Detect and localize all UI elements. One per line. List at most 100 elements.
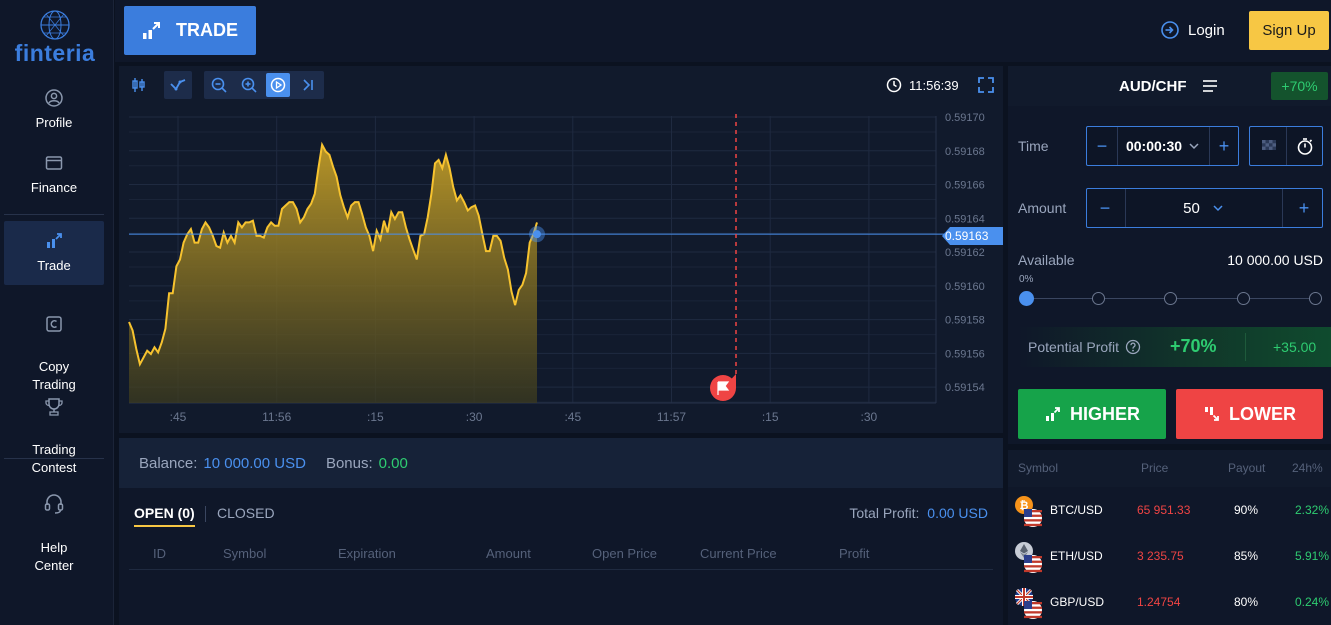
price-tick-label: 0.59160	[945, 281, 985, 293]
market-payout: 90%	[1234, 503, 1259, 517]
amount-decrease-button[interactable]: −	[1099, 197, 1111, 218]
gbp-usd-flags-icon	[1015, 588, 1042, 619]
market-row-eth-usd[interactable]: ETH/USD 3 235.75 85% 5.91%	[1008, 534, 1331, 580]
price-tick-label: 0.59168	[945, 146, 985, 158]
time-increase-button[interactable]: +	[1218, 135, 1230, 156]
column-header-open-price[interactable]: Open Price	[592, 546, 658, 561]
market-symbol: ETH/USD	[1050, 549, 1103, 563]
market-row-gbp-usd[interactable]: GBP/USD 1.24754 80% 0.24%	[1008, 580, 1331, 625]
timer-mode-button[interactable]	[1288, 127, 1322, 165]
time-decrease-button[interactable]: −	[1096, 135, 1108, 156]
fullscreen-button[interactable]	[977, 76, 995, 99]
stepper-divider	[1209, 127, 1210, 165]
wallet-icon	[45, 156, 63, 170]
balance-bar: Balance: 10 000.00 USD Bonus: 0.00	[119, 438, 1003, 488]
market-change: 0.24%	[1294, 595, 1329, 609]
login-button[interactable]: Login	[1160, 20, 1225, 40]
sidebar-item-label: Profile	[35, 115, 73, 130]
candlestick-chart-button[interactable]	[125, 71, 153, 99]
sidebar: finteria Profile Finance Trade Copy	[0, 0, 114, 625]
zoom-in-button[interactable]	[235, 71, 263, 99]
potential-profit-percent: +70%	[1170, 336, 1217, 356]
higher-button[interactable]: HIGHER	[1018, 389, 1166, 439]
slider-step[interactable]	[1309, 292, 1322, 305]
trade-button[interactable]: TRADE	[124, 6, 256, 55]
column-header-symbol[interactable]: Symbol	[223, 546, 267, 561]
sidebar-divider	[4, 214, 104, 215]
total-profit: Total Profit: 0.00 USD	[849, 505, 988, 521]
help-icon[interactable]	[1125, 339, 1141, 355]
tab-closed[interactable]: CLOSED	[217, 505, 275, 521]
time-value-field[interactable]: 00:00:30	[1117, 127, 1209, 165]
column-header-profit[interactable]: Profit	[839, 546, 870, 561]
autoscroll-button[interactable]	[266, 73, 290, 97]
zoom-out-button[interactable]	[205, 71, 233, 99]
checkered-flag-icon	[1262, 140, 1276, 150]
markets-header-change[interactable]: 24h%	[1292, 461, 1323, 475]
tab-open[interactable]: OPEN (0)	[134, 505, 195, 527]
current-price-label: 0.59163	[945, 229, 989, 243]
price-tick-label: 0.59164	[945, 213, 985, 225]
stepper-divider	[1117, 127, 1118, 165]
slider-step[interactable]	[1092, 292, 1105, 305]
zoom-out-icon	[211, 77, 227, 93]
sidebar-item-label: Trading Contest	[31, 442, 77, 475]
time-tick-label: 11:57	[657, 410, 686, 424]
price-line	[128, 141, 538, 367]
price-chart[interactable]: 0.59170 0.59168 0.59166 0.59164 0.59162 0.591…	[119, 106, 1003, 433]
time-tick-label: :45	[170, 410, 187, 424]
market-symbol: BTC/USD	[1050, 503, 1103, 517]
logo[interactable]: finteria	[0, 8, 110, 67]
markets-header-price[interactable]: Price	[1141, 461, 1169, 475]
sidebar-item-help-center[interactable]: Help Center	[4, 475, 104, 575]
markets-header: Symbol Price Payout 24h%	[1008, 450, 1331, 487]
markets-header-payout[interactable]: Payout	[1228, 461, 1266, 475]
expiration-flag	[710, 374, 736, 401]
slider-step[interactable]	[1237, 292, 1250, 305]
menu-icon[interactable]	[1202, 79, 1218, 93]
payout-badge: +70%	[1271, 72, 1328, 100]
markets-header-symbol[interactable]: Symbol	[1018, 461, 1059, 475]
line-chart-button[interactable]	[164, 71, 192, 99]
total-profit-label: Total Profit:	[849, 505, 920, 521]
lower-button[interactable]: LOWER	[1176, 389, 1323, 439]
sidebar-item-copy-trading[interactable]: Copy Trading	[4, 296, 104, 394]
signup-button[interactable]: Sign Up	[1249, 11, 1329, 50]
profit-divider	[1245, 333, 1246, 361]
available-label: Available	[1018, 252, 1075, 268]
sidebar-item-trade[interactable]: Trade	[4, 221, 104, 285]
arrow-down-chart-icon	[1205, 407, 1219, 421]
pair-name[interactable]: AUD/CHF	[1119, 78, 1187, 95]
btc-usd-flags-icon: ₿	[1015, 496, 1042, 527]
market-row-btc-usd[interactable]: ₿ BTC/USD 65 951.33 90% 2.32%	[1008, 488, 1331, 534]
go-to-end-button[interactable]	[294, 71, 322, 99]
column-header-amount[interactable]: Amount	[486, 546, 531, 561]
column-header-expiration[interactable]: Expiration	[338, 546, 396, 561]
slider-step[interactable]	[1164, 292, 1177, 305]
brand-name: finteria	[14, 40, 96, 66]
fixed-time-button[interactable]	[1253, 127, 1285, 165]
sidebar-item-finance[interactable]: Finance	[4, 153, 104, 197]
sidebar-item-profile[interactable]: Profile	[4, 88, 104, 132]
time-value: 00:00:30	[1125, 138, 1183, 154]
stepper-divider	[1125, 189, 1126, 227]
clock-icon	[886, 77, 902, 93]
potential-profit-box: Potential Profit +70% +35.00	[1018, 327, 1331, 367]
amount-value: 50	[1183, 199, 1200, 217]
market-payout: 80%	[1234, 595, 1259, 609]
sidebar-item-trading-contest[interactable]: Trading Contest	[4, 379, 104, 477]
tab-divider	[205, 506, 206, 522]
slider-handle[interactable]	[1019, 291, 1034, 306]
column-header-current-price[interactable]: Current Price	[700, 546, 777, 561]
price-tick-label: 0.59162	[945, 247, 985, 259]
column-header-id[interactable]: ID	[153, 546, 166, 561]
slider-percent-label: 0%	[1019, 274, 1034, 285]
market-change: 2.32%	[1294, 503, 1329, 517]
sidebar-divider	[4, 458, 104, 459]
table-divider	[129, 569, 993, 570]
time-axis: :45 11:56:15:30:45 11:57:15:30	[170, 410, 878, 424]
market-payout: 85%	[1234, 549, 1259, 563]
amount-increase-button[interactable]: +	[1298, 197, 1310, 218]
amount-value-field[interactable]: 50	[1125, 189, 1282, 227]
price-axis: 0.59170 0.59168 0.59166 0.59164 0.59162 0.591…	[945, 112, 985, 394]
